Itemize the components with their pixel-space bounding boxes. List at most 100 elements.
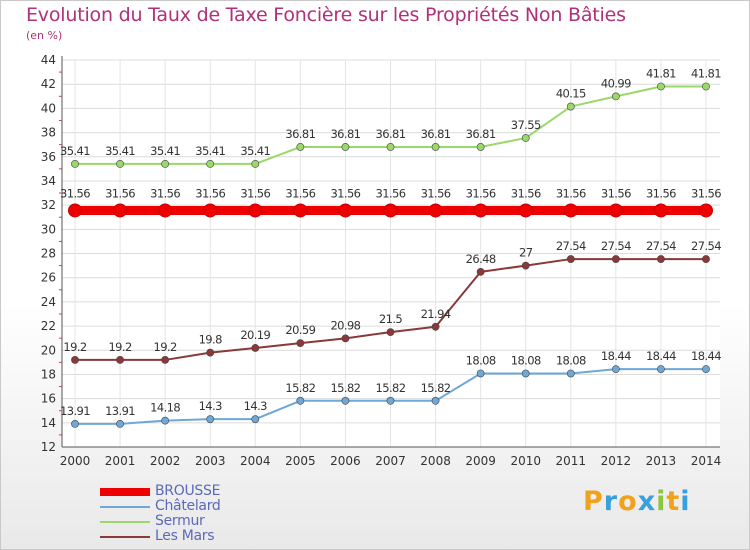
proxiti-logo: Proxiti bbox=[583, 486, 691, 517]
data-point bbox=[653, 203, 668, 218]
data-point bbox=[431, 396, 440, 405]
y-tick-label: 18 bbox=[41, 367, 56, 381]
data-point bbox=[251, 159, 260, 168]
data-label: 14.3 bbox=[244, 399, 267, 413]
logo-letter: r bbox=[603, 486, 619, 517]
y-tick-label: 36 bbox=[41, 150, 56, 164]
x-tick-label: 2008 bbox=[420, 454, 451, 468]
data-label: 36.81 bbox=[330, 127, 360, 141]
data-label: 35.41 bbox=[60, 144, 90, 158]
data-label: 20.19 bbox=[240, 328, 270, 342]
data-label: 19.8 bbox=[199, 333, 222, 347]
data-point bbox=[338, 203, 353, 218]
data-label: 40.99 bbox=[601, 76, 631, 90]
data-label: 18.44 bbox=[601, 349, 631, 363]
data-point bbox=[296, 396, 305, 405]
data-label: 20.59 bbox=[285, 323, 315, 337]
data-label: 35.41 bbox=[195, 144, 225, 158]
data-label: 31.56 bbox=[330, 186, 360, 200]
data-point bbox=[248, 203, 263, 218]
data-label: 36.81 bbox=[376, 127, 406, 141]
data-label: 27.54 bbox=[691, 239, 721, 253]
data-label: 27.54 bbox=[646, 239, 676, 253]
data-label: 31.56 bbox=[195, 186, 225, 200]
data-point bbox=[293, 203, 308, 218]
data-label: 18.08 bbox=[556, 353, 586, 367]
data-label: 13.91 bbox=[60, 404, 90, 418]
x-tick-label: 2001 bbox=[105, 454, 136, 468]
data-point bbox=[431, 143, 440, 151]
data-point bbox=[341, 396, 350, 405]
legend-label: BROUSSE bbox=[155, 483, 221, 499]
data-label: 31.56 bbox=[466, 186, 496, 200]
data-point bbox=[518, 203, 533, 218]
data-point bbox=[71, 356, 79, 364]
data-point bbox=[161, 159, 170, 168]
legend-label: Sermur bbox=[155, 513, 205, 529]
data-label: 27.54 bbox=[601, 239, 631, 253]
data-point bbox=[71, 420, 79, 428]
data-point bbox=[563, 203, 578, 218]
legend: BROUSSE Châtelard Sermur Les Mars bbox=[100, 484, 300, 544]
y-tick-label: 26 bbox=[41, 271, 56, 285]
data-label: 36.81 bbox=[421, 127, 451, 141]
legend-item: Sermur bbox=[100, 514, 300, 529]
data-point bbox=[161, 416, 170, 425]
data-label: 31.56 bbox=[556, 186, 586, 200]
logo-letter: t bbox=[666, 486, 681, 517]
data-label: 19.2 bbox=[63, 340, 86, 354]
logo-letter: i bbox=[656, 486, 667, 517]
data-point bbox=[702, 82, 710, 91]
data-point bbox=[383, 203, 398, 218]
data-label: 21.5 bbox=[379, 312, 402, 326]
y-tick-label: 32 bbox=[41, 198, 56, 212]
data-label: 35.41 bbox=[105, 144, 135, 158]
data-label: 31.56 bbox=[421, 186, 451, 200]
data-point bbox=[116, 420, 124, 428]
logo-letter: P bbox=[583, 486, 604, 517]
data-label: 19.2 bbox=[108, 340, 131, 354]
data-label: 13.91 bbox=[105, 404, 135, 418]
y-tick-label: 30 bbox=[41, 222, 56, 236]
y-tick-label: 40 bbox=[41, 101, 56, 115]
data-point bbox=[206, 415, 215, 424]
data-point bbox=[473, 203, 488, 218]
legend-swatch bbox=[100, 521, 150, 523]
data-label: 31.56 bbox=[240, 186, 270, 200]
data-label: 31.56 bbox=[511, 186, 541, 200]
y-tick-label: 44 bbox=[41, 53, 56, 67]
legend-item: BROUSSE bbox=[100, 484, 300, 499]
data-point bbox=[296, 143, 305, 151]
data-point bbox=[521, 369, 530, 378]
data-point bbox=[161, 356, 170, 364]
data-label: 15.82 bbox=[285, 381, 315, 395]
data-point bbox=[611, 365, 620, 374]
x-tick-label: 2009 bbox=[465, 454, 496, 468]
data-point bbox=[341, 334, 350, 343]
data-label: 31.56 bbox=[376, 186, 406, 200]
logo-letter: i bbox=[680, 486, 691, 517]
data-point bbox=[251, 344, 260, 352]
data-label: 15.82 bbox=[421, 381, 451, 395]
data-label: 31.56 bbox=[285, 186, 315, 200]
legend-label: Les Mars bbox=[155, 528, 215, 544]
data-label: 15.82 bbox=[376, 381, 406, 395]
data-label: 27.54 bbox=[556, 239, 586, 253]
data-point bbox=[296, 339, 305, 348]
data-point bbox=[702, 255, 710, 263]
data-point bbox=[386, 143, 395, 151]
data-point bbox=[68, 203, 82, 218]
data-point bbox=[521, 261, 530, 270]
x-tick-label: 2014 bbox=[691, 454, 722, 468]
y-tick-label: 14 bbox=[41, 416, 56, 430]
data-point bbox=[386, 396, 395, 405]
y-tick-label: 42 bbox=[41, 77, 56, 91]
data-point bbox=[158, 203, 173, 218]
legend-label: Châtelard bbox=[155, 498, 221, 514]
data-label: 41.81 bbox=[691, 66, 721, 80]
data-label: 35.41 bbox=[240, 144, 270, 158]
data-point bbox=[116, 159, 124, 168]
data-label: 20.98 bbox=[330, 318, 360, 332]
data-label: 18.08 bbox=[511, 353, 541, 367]
data-point bbox=[566, 102, 575, 111]
